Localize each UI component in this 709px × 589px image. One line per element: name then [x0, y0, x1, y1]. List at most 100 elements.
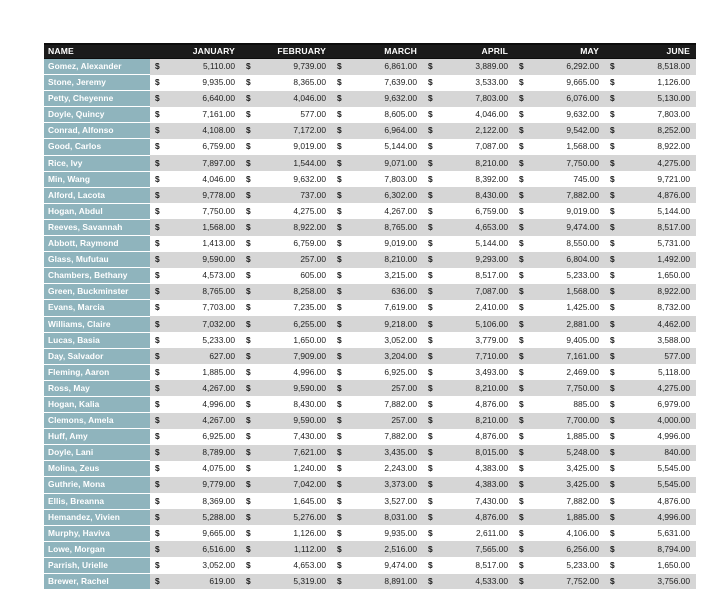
amount-cell-may[interactable]: $9,019.00 [514, 203, 605, 219]
employee-name-cell[interactable]: Petty, Cheyenne [44, 91, 150, 107]
amount-cell-march[interactable]: $7,619.00 [332, 300, 423, 316]
amount-cell-june[interactable]: $5,631.00 [605, 525, 696, 541]
employee-name-cell[interactable]: Huff, Amy [44, 429, 150, 445]
amount-cell-march[interactable]: $9,071.00 [332, 155, 423, 171]
amount-cell-january[interactable]: $5,233.00 [150, 332, 241, 348]
amount-cell-may[interactable]: $7,700.00 [514, 413, 605, 429]
amount-cell-january[interactable]: $7,750.00 [150, 203, 241, 219]
table-row[interactable]: Evans, Marcia$7,703.00$7,235.00$7,619.00… [44, 300, 696, 316]
amount-cell-january[interactable]: $4,267.00 [150, 380, 241, 396]
employee-name-cell[interactable]: Day, Salvador [44, 348, 150, 364]
amount-cell-march[interactable]: $3,204.00 [332, 348, 423, 364]
amount-cell-january[interactable]: $7,703.00 [150, 300, 241, 316]
column-header-january[interactable]: JANUARY [150, 44, 241, 59]
amount-cell-february[interactable]: $8,922.00 [241, 219, 332, 235]
amount-cell-june[interactable]: $5,118.00 [605, 364, 696, 380]
employee-name-cell[interactable]: Good, Carlos [44, 139, 150, 155]
employee-name-cell[interactable]: Guthrie, Mona [44, 477, 150, 493]
employee-name-cell[interactable]: Green, Buckminster [44, 284, 150, 300]
table-row[interactable]: Day, Salvador$627.00$7,909.00$3,204.00$7… [44, 348, 696, 364]
amount-cell-january[interactable]: $9,779.00 [150, 477, 241, 493]
amount-cell-april[interactable]: $4,653.00 [423, 219, 514, 235]
amount-cell-february[interactable]: $4,275.00 [241, 203, 332, 219]
amount-cell-february[interactable]: $7,430.00 [241, 429, 332, 445]
amount-cell-march[interactable]: $8,031.00 [332, 509, 423, 525]
amount-cell-march[interactable]: $4,267.00 [332, 203, 423, 219]
table-row[interactable]: Chambers, Bethany$4,573.00$605.00$3,215.… [44, 268, 696, 284]
amount-cell-january[interactable]: $4,996.00 [150, 396, 241, 412]
amount-cell-april[interactable]: $2,122.00 [423, 123, 514, 139]
amount-cell-march[interactable]: $8,210.00 [332, 252, 423, 268]
amount-cell-january[interactable]: $4,046.00 [150, 171, 241, 187]
employee-name-cell[interactable]: Lucas, Basia [44, 332, 150, 348]
amount-cell-june[interactable]: $4,876.00 [605, 493, 696, 509]
amount-cell-february[interactable]: $1,240.00 [241, 461, 332, 477]
amount-cell-april[interactable]: $8,210.00 [423, 155, 514, 171]
amount-cell-may[interactable]: $1,568.00 [514, 284, 605, 300]
amount-cell-february[interactable]: $9,590.00 [241, 413, 332, 429]
employee-name-cell[interactable]: Parrish, Urielle [44, 557, 150, 573]
amount-cell-may[interactable]: $7,882.00 [514, 493, 605, 509]
employee-name-cell[interactable]: Lowe, Morgan [44, 541, 150, 557]
amount-cell-february[interactable]: $6,255.00 [241, 316, 332, 332]
amount-cell-june[interactable]: $8,518.00 [605, 59, 696, 75]
amount-cell-february[interactable]: $1,650.00 [241, 332, 332, 348]
amount-cell-march[interactable]: $7,639.00 [332, 75, 423, 91]
amount-cell-may[interactable]: $9,542.00 [514, 123, 605, 139]
amount-cell-may[interactable]: $8,550.00 [514, 236, 605, 252]
amount-cell-june[interactable]: $5,144.00 [605, 203, 696, 219]
amount-cell-february[interactable]: $257.00 [241, 252, 332, 268]
table-row[interactable]: Glass, Mufutau$9,590.00$257.00$8,210.00$… [44, 252, 696, 268]
amount-cell-january[interactable]: $619.00 [150, 574, 241, 589]
employee-name-cell[interactable]: Fleming, Aaron [44, 364, 150, 380]
employee-name-cell[interactable]: Min, Wang [44, 171, 150, 187]
amount-cell-march[interactable]: $6,861.00 [332, 59, 423, 75]
amount-cell-february[interactable]: $1,112.00 [241, 541, 332, 557]
amount-cell-june[interactable]: $5,545.00 [605, 477, 696, 493]
amount-cell-may[interactable]: $3,425.00 [514, 461, 605, 477]
column-header-february[interactable]: FEBRUARY [241, 44, 332, 59]
employee-name-cell[interactable]: Hemandez, Vivien [44, 509, 150, 525]
amount-cell-february[interactable]: $4,046.00 [241, 91, 332, 107]
amount-cell-january[interactable]: $9,935.00 [150, 75, 241, 91]
amount-cell-may[interactable]: $7,752.00 [514, 574, 605, 589]
table-row[interactable]: Clemons, Amela$4,267.00$9,590.00$257.00$… [44, 413, 696, 429]
amount-cell-may[interactable]: $7,882.00 [514, 187, 605, 203]
amount-cell-april[interactable]: $8,430.00 [423, 187, 514, 203]
amount-cell-march[interactable]: $3,052.00 [332, 332, 423, 348]
amount-cell-june[interactable]: $3,756.00 [605, 574, 696, 589]
amount-cell-january[interactable]: $6,640.00 [150, 91, 241, 107]
amount-cell-march[interactable]: $9,935.00 [332, 525, 423, 541]
amount-cell-april[interactable]: $4,383.00 [423, 461, 514, 477]
table-row[interactable]: Molina, Zeus$4,075.00$1,240.00$2,243.00$… [44, 461, 696, 477]
amount-cell-january[interactable]: $9,778.00 [150, 187, 241, 203]
column-header-may[interactable]: MAY [514, 44, 605, 59]
amount-cell-february[interactable]: $7,042.00 [241, 477, 332, 493]
amount-cell-may[interactable]: $2,881.00 [514, 316, 605, 332]
amount-cell-march[interactable]: $2,243.00 [332, 461, 423, 477]
amount-cell-february[interactable]: $9,590.00 [241, 380, 332, 396]
amount-cell-may[interactable]: $9,632.00 [514, 107, 605, 123]
amount-cell-may[interactable]: $6,076.00 [514, 91, 605, 107]
amount-cell-january[interactable]: $8,765.00 [150, 284, 241, 300]
amount-cell-may[interactable]: $6,804.00 [514, 252, 605, 268]
amount-cell-january[interactable]: $7,032.00 [150, 316, 241, 332]
amount-cell-march[interactable]: $257.00 [332, 413, 423, 429]
amount-cell-january[interactable]: $1,413.00 [150, 236, 241, 252]
employee-name-cell[interactable]: Molina, Zeus [44, 461, 150, 477]
table-row[interactable]: Ross, May$4,267.00$9,590.00$257.00$8,210… [44, 380, 696, 396]
amount-cell-june[interactable]: $4,275.00 [605, 380, 696, 396]
amount-cell-march[interactable]: $9,474.00 [332, 557, 423, 573]
amount-cell-march[interactable]: $6,925.00 [332, 364, 423, 380]
table-row[interactable]: Stone, Jeremy$9,935.00$8,365.00$7,639.00… [44, 75, 696, 91]
amount-cell-june[interactable]: $8,794.00 [605, 541, 696, 557]
amount-cell-april[interactable]: $9,293.00 [423, 252, 514, 268]
column-header-name[interactable]: NAME [44, 44, 150, 59]
amount-cell-june[interactable]: $1,650.00 [605, 557, 696, 573]
amount-cell-january[interactable]: $1,568.00 [150, 219, 241, 235]
amount-cell-february[interactable]: $5,319.00 [241, 574, 332, 589]
amount-cell-february[interactable]: $9,019.00 [241, 139, 332, 155]
amount-cell-june[interactable]: $4,996.00 [605, 429, 696, 445]
amount-cell-february[interactable]: $6,759.00 [241, 236, 332, 252]
amount-cell-march[interactable]: $6,964.00 [332, 123, 423, 139]
